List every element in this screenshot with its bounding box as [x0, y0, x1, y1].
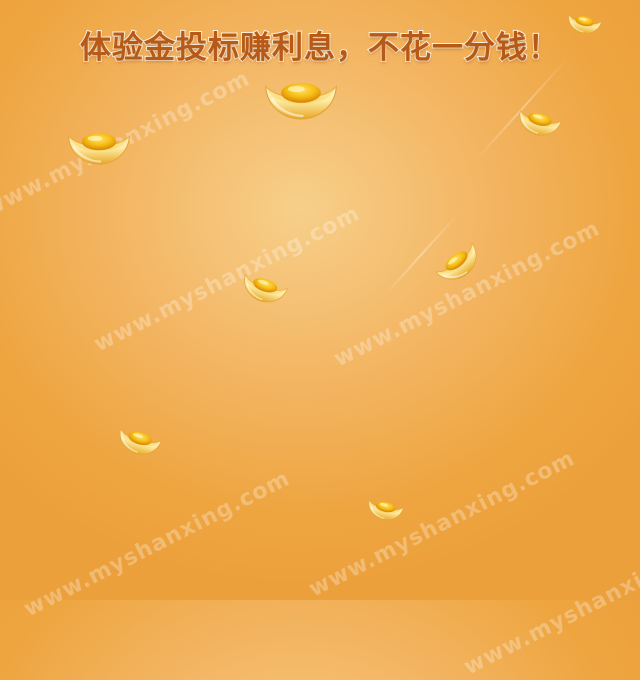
gold-ingot-icon	[364, 494, 406, 525]
watermark-text: www.myshanxing.com	[305, 446, 580, 603]
gold-ingot-icon	[262, 76, 340, 122]
gold-ingot-icon	[513, 103, 565, 143]
watermark-text: www.myshanxing.com	[460, 524, 640, 680]
promo-headline: 体验金投标赚利息，不花一分钱！	[79, 29, 560, 67]
gold-ingot-icon	[113, 422, 165, 462]
gold-ingot-icon	[237, 267, 292, 310]
gold-ingot-icon	[66, 127, 132, 167]
watermark-text: www.myshanxing.com	[90, 201, 365, 358]
watermark-text: www.myshanxing.com	[20, 466, 295, 623]
